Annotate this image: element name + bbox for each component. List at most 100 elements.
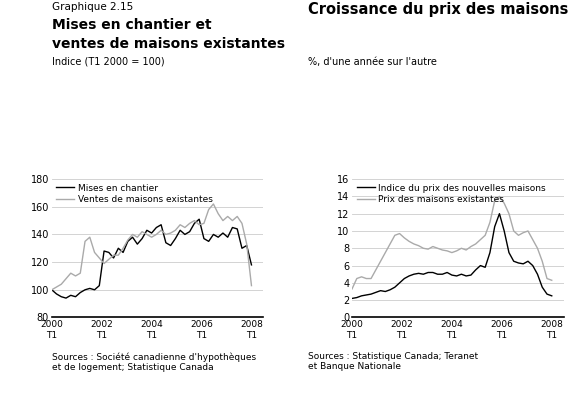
Ventes de maisons existantes <box>229 218 236 223</box>
Prix des maisons existantes <box>515 233 522 238</box>
Mises en chantier <box>67 293 74 298</box>
Mises en chantier <box>172 236 179 241</box>
Ventes de maisons existantes <box>158 228 164 233</box>
Mises en chantier <box>210 232 217 237</box>
Prix des maisons existantes <box>510 229 517 234</box>
Legend: Mises en chantier, Ventes de maisons existantes: Mises en chantier, Ventes de maisons exi… <box>56 184 213 204</box>
Prix des maisons existantes <box>358 274 365 279</box>
Ventes de maisons existantes <box>134 235 141 240</box>
Mises en chantier <box>201 236 208 241</box>
Ventes de maisons existantes <box>105 257 112 262</box>
Indice du prix des nouvelles maisons <box>363 293 370 298</box>
Prix des maisons existantes <box>386 241 393 246</box>
Ventes de maisons existantes <box>162 232 169 237</box>
Indice du prix des nouvelles maisons <box>377 288 384 293</box>
Mises en chantier <box>129 235 136 240</box>
Ventes de maisons existantes <box>220 218 227 223</box>
Text: Croissance du prix des maisons: Croissance du prix des maisons <box>308 2 568 17</box>
Indice du prix des nouvelles maisons <box>405 274 412 278</box>
Indice du prix des nouvelles maisons <box>534 272 541 277</box>
Prix des maisons existantes <box>520 230 527 235</box>
Prix des maisons existantes <box>463 247 470 252</box>
Prix des maisons existantes <box>401 235 408 240</box>
Prix des maisons existantes <box>373 267 380 272</box>
Mises en chantier <box>205 239 212 244</box>
Line: Ventes de maisons existantes: Ventes de maisons existantes <box>52 204 251 290</box>
Text: Sources : Statistique Canada; Teranet
et Banque Nationale: Sources : Statistique Canada; Teranet et… <box>308 352 478 372</box>
Mises en chantier <box>239 246 246 251</box>
Indice du prix des nouvelles maisons <box>501 229 508 234</box>
Text: ventes de maisons existantes: ventes de maisons existantes <box>52 37 285 50</box>
Indice du prix des nouvelles maisons <box>367 292 374 297</box>
Prix des maisons existantes <box>415 243 422 248</box>
Indice du prix des nouvelles maisons <box>386 287 393 292</box>
Ventes de maisons existantes <box>210 201 217 206</box>
Indice du prix des nouvelles maisons <box>463 274 470 278</box>
Line: Indice du prix des nouvelles maisons: Indice du prix des nouvelles maisons <box>352 214 552 298</box>
Indice du prix des nouvelles maisons <box>510 259 517 264</box>
Mises en chantier <box>96 283 103 288</box>
Mises en chantier <box>53 291 60 296</box>
Indice du prix des nouvelles maisons <box>524 259 531 264</box>
Mises en chantier <box>91 287 98 292</box>
Mises en chantier <box>72 294 79 299</box>
Mises en chantier <box>158 222 164 227</box>
Indice du prix des nouvelles maisons <box>401 276 408 281</box>
Ventes de maisons existantes <box>63 276 70 281</box>
Ventes de maisons existantes <box>101 261 108 266</box>
Indice du prix des nouvelles maisons <box>425 270 432 275</box>
Mises en chantier <box>153 225 160 230</box>
Prix des maisons existantes <box>382 250 389 255</box>
Indice du prix des nouvelles maisons <box>448 273 455 278</box>
Prix des maisons existantes <box>439 247 446 252</box>
Ventes de maisons existantes <box>224 214 231 219</box>
Ventes de maisons existantes <box>82 239 89 244</box>
Ventes de maisons existantes <box>167 231 174 236</box>
Prix des maisons existantes <box>377 259 384 264</box>
Ventes de maisons existantes <box>248 283 255 288</box>
Prix des maisons existantes <box>496 194 503 199</box>
Ventes de maisons existantes <box>115 253 122 258</box>
Mises en chantier <box>139 236 145 241</box>
Mises en chantier <box>224 235 231 240</box>
Indice du prix des nouvelles maisons <box>420 272 427 277</box>
Ventes de maisons existantes <box>186 221 193 226</box>
Ventes de maisons existantes <box>234 214 241 219</box>
Prix des maisons existantes <box>420 246 427 251</box>
Ventes de maisons existantes <box>182 225 189 230</box>
Indice du prix des nouvelles maisons <box>472 267 479 272</box>
Ventes de maisons existantes <box>72 274 79 278</box>
Prix des maisons existantes <box>501 201 508 206</box>
Ventes de maisons existantes <box>124 238 131 243</box>
Mises en chantier <box>124 239 131 244</box>
Prix des maisons existantes <box>539 259 546 264</box>
Indice du prix des nouvelles maisons <box>458 272 465 277</box>
Indice du prix des nouvelles maisons <box>505 250 512 255</box>
Ventes de maisons existantes <box>96 256 103 260</box>
Indice du prix des nouvelles maisons <box>430 270 436 275</box>
Mises en chantier <box>110 256 117 260</box>
Ventes de maisons existantes <box>139 229 145 234</box>
Indice du prix des nouvelles maisons <box>439 272 446 277</box>
Prix des maisons existantes <box>348 287 355 291</box>
Mises en chantier <box>248 263 255 267</box>
Prix des maisons existantes <box>405 239 412 244</box>
Mises en chantier <box>182 232 189 237</box>
Indice du prix des nouvelles maisons <box>453 274 460 278</box>
Indice du prix des nouvelles maisons <box>549 293 555 298</box>
Ventes de maisons existantes <box>110 253 117 258</box>
Ventes de maisons existantes <box>148 235 155 240</box>
Mises en chantier <box>63 295 70 300</box>
Indice du prix des nouvelles maisons <box>496 211 503 216</box>
Ventes de maisons existantes <box>86 235 93 240</box>
Ventes de maisons existantes <box>120 246 126 251</box>
Prix des maisons existantes <box>425 247 432 252</box>
Prix des maisons existantes <box>467 244 474 249</box>
Prix des maisons existantes <box>482 233 489 238</box>
Prix des maisons existantes <box>534 246 541 251</box>
Ventes de maisons existantes <box>91 250 98 255</box>
Ventes de maisons existantes <box>205 207 212 212</box>
Ventes de maisons existantes <box>53 284 60 289</box>
Mises en chantier <box>186 229 193 234</box>
Text: Indice (T1 2000 = 100): Indice (T1 2000 = 100) <box>52 57 164 67</box>
